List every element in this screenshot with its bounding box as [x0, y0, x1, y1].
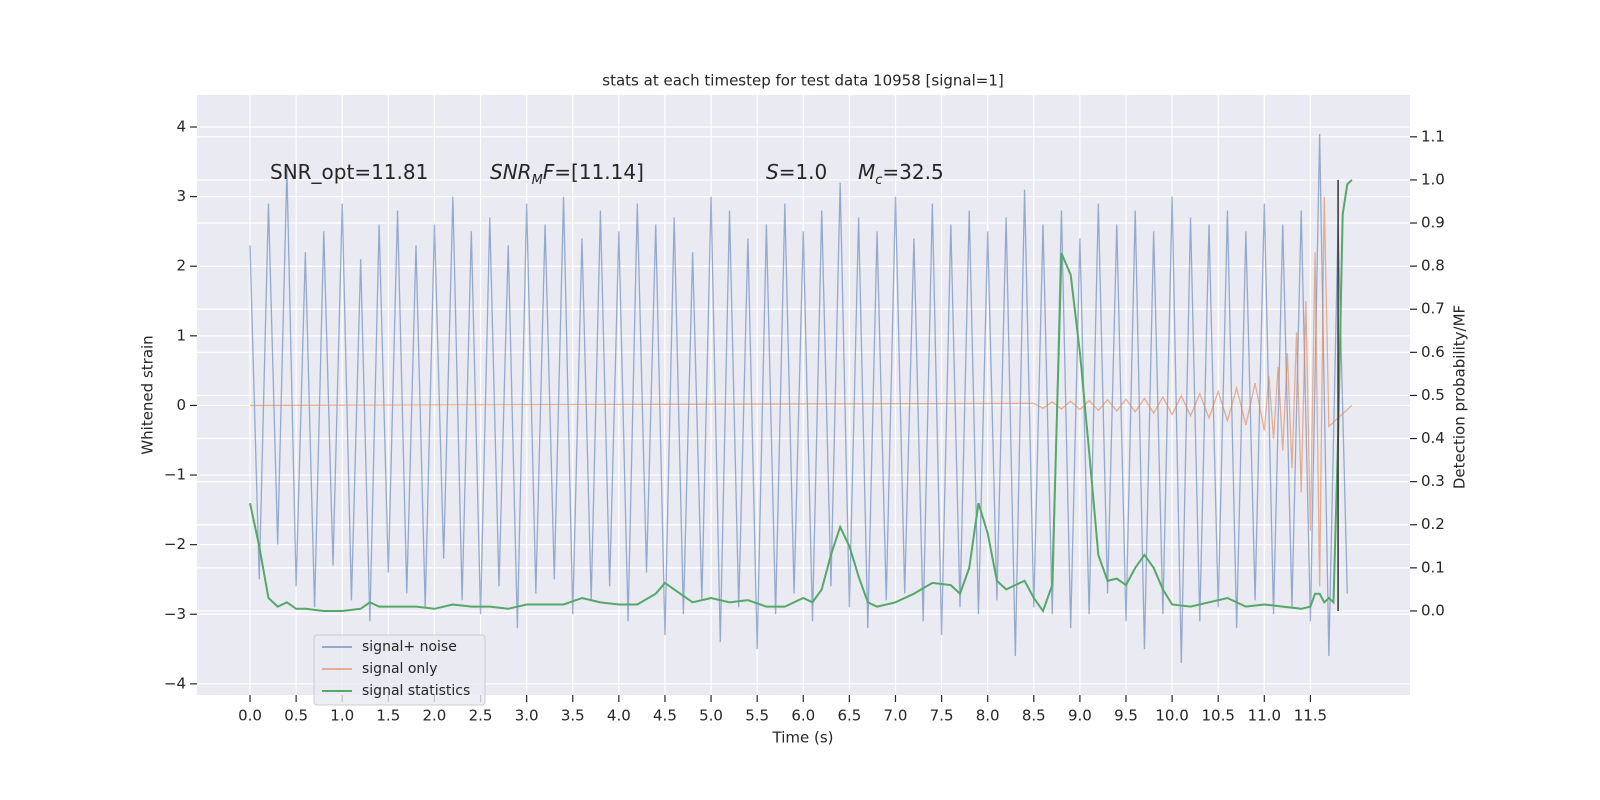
annotation: Mc=32.5	[858, 160, 944, 189]
x-tick-label: 4.0	[607, 707, 631, 725]
annotation-part: c	[875, 173, 882, 188]
y-axis-label: Whitened strain	[139, 335, 157, 454]
annotation-part: =32.5	[882, 160, 943, 184]
legend-label: signal only	[362, 661, 437, 677]
legend-label: signal+ noise	[362, 639, 457, 655]
y-tick-label: 1	[176, 326, 186, 344]
annotation: SNRMF=[11.14]	[490, 160, 644, 189]
x-tick-label: 1.5	[376, 707, 400, 725]
x-tick-label: 10.5	[1202, 707, 1235, 725]
annotation-part: SNR	[490, 160, 532, 184]
x-tick-label: 4.5	[653, 707, 677, 725]
marks	[249, 133, 1353, 663]
series-line	[250, 196, 1353, 587]
annotation-part: =[11.14]	[554, 160, 644, 184]
annotation-part: F	[543, 160, 555, 184]
x-tick-label: 7.0	[884, 707, 908, 725]
x-tick-label: 7.5	[930, 707, 954, 725]
x-tick-label: 3.0	[515, 707, 539, 725]
series-line	[249, 179, 1353, 614]
annotation-part: S	[766, 160, 779, 184]
x-tick-label: 9.5	[1114, 707, 1138, 725]
x-tick-label: 8.0	[976, 707, 1000, 725]
annotation-part: M	[532, 173, 543, 188]
x-axis-label: Time (s)	[772, 729, 834, 747]
annotation-part: SNR_opt=11.81	[270, 160, 428, 184]
x-tick-label: 5.5	[745, 707, 769, 725]
y-tick-label: −4	[164, 674, 186, 692]
y2-tick-label: 1.1	[1421, 127, 1445, 145]
y-tick-label: 0	[176, 396, 186, 414]
x-tick-label: 6.5	[837, 707, 861, 725]
chart-title: stats at each timestep for test data 109…	[602, 72, 1003, 90]
series-line	[249, 133, 1348, 663]
x-tick-label: 2.0	[423, 707, 447, 725]
x-tick-label: 6.0	[791, 707, 815, 725]
y2-tick-label: 0.5	[1421, 386, 1445, 404]
annotation: SNR_opt=11.81	[270, 160, 428, 184]
y2-tick-label: 0.8	[1421, 257, 1445, 275]
x-tick-label: 5.0	[699, 707, 723, 725]
y2-tick-label: 0.1	[1421, 558, 1445, 576]
x-tick-label: 11.0	[1248, 707, 1281, 725]
y-tick-label: −3	[164, 605, 186, 623]
legend-label: signal statistics	[362, 683, 470, 699]
y-tick-label: −2	[164, 535, 186, 553]
y2-tick-label: 0.2	[1421, 515, 1445, 533]
x-tick-label: 8.5	[1022, 707, 1046, 725]
y-tick-label: 3	[176, 187, 186, 205]
y-tick-label: 2	[176, 257, 186, 275]
annotation: S=1.0	[766, 160, 827, 184]
y2-axis-label: Detection probability/MF	[1451, 305, 1469, 489]
annotation-part: M	[858, 160, 875, 184]
x-tick-label: 1.0	[330, 707, 354, 725]
y2-tick-label: 0.9	[1421, 214, 1445, 232]
x-tick-label: 3.5	[561, 707, 585, 725]
y2-tick-label: 0.4	[1421, 429, 1445, 447]
y-tick-label: 4	[176, 118, 186, 136]
x-tick-label: 9.0	[1068, 707, 1092, 725]
y-tick-label: −1	[164, 466, 186, 484]
y2-tick-label: 0.0	[1421, 601, 1445, 619]
x-tick-label: 0.0	[238, 707, 262, 725]
axes: −4 −3 −2 −1 0 1 2 3 4 0.0 0.1 0.2 0.3 0.4 0.5 0.6 0.7 0.8…	[164, 118, 1445, 725]
legend-box	[313, 634, 486, 706]
x-tick-label: 0.5	[284, 707, 308, 725]
y2-tick-label: 1.0	[1421, 170, 1445, 188]
legend: signal+ noise signal only signal statistic…	[313, 634, 486, 706]
y2-tick-label: 0.6	[1421, 343, 1445, 361]
x-tick-label: 11.5	[1294, 707, 1327, 725]
x-tick-label: 2.5	[469, 707, 493, 725]
y2-tick-label: 0.7	[1421, 300, 1445, 318]
y2-tick-label: 0.3	[1421, 472, 1445, 490]
x-tick-label: 10.0	[1155, 707, 1188, 725]
annotation-part: =1.0	[779, 160, 828, 184]
